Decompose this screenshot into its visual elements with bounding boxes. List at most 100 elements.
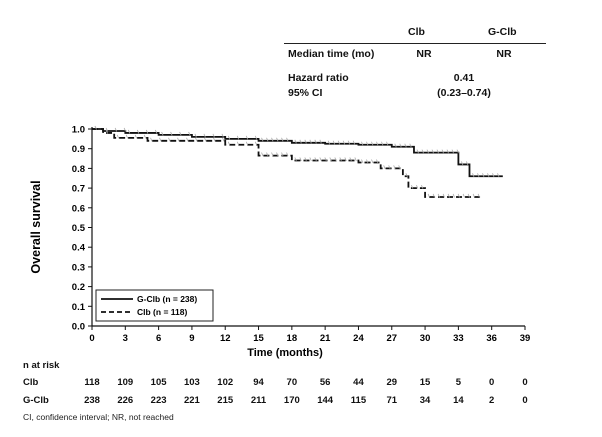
censor-mark — [431, 149, 434, 154]
risk-cell: 223 — [150, 395, 167, 406]
x-tick-label: 36 — [486, 333, 497, 344]
censor-mark — [371, 141, 374, 146]
y-tick-label: 0.3 — [72, 262, 85, 273]
censor-mark — [266, 152, 269, 157]
censor-mark — [376, 141, 379, 146]
censor-mark — [261, 137, 264, 142]
risk-cell: 0 — [522, 377, 528, 388]
censor-mark — [371, 159, 374, 164]
survival-chart: 0 3 6 9 12 15 18 21 24 27 30 33 36 390.00.10.20.30.40… — [29, 125, 531, 360]
censor-mark — [497, 173, 500, 177]
chart-axes: 0 3 6 9 12 15 18 21 24 27 30 33 36 390.00.10.20.30.40… — [72, 125, 531, 345]
censor-mark — [332, 140, 336, 145]
y-tick-label: 0.7 — [72, 184, 85, 195]
risk-cell: 5 — [455, 377, 462, 388]
censor-mark — [294, 139, 297, 144]
censor-mark — [411, 184, 414, 189]
censor-mark — [477, 193, 480, 198]
risk-cell: 105 — [150, 377, 167, 388]
x-tick-label: 12 — [220, 333, 231, 344]
censor-mark — [451, 149, 454, 154]
risk-cell: 238 — [84, 395, 100, 406]
censor-mark — [150, 137, 153, 142]
series-line-clb — [92, 128, 481, 198]
censor-mark — [116, 134, 120, 139]
risk-cell: 102 — [217, 377, 234, 388]
censor-mark — [436, 149, 439, 154]
legend-label-gclb: G-Clb (n = 238) — [137, 294, 197, 304]
censor-mark — [294, 157, 297, 162]
censor-mark — [456, 149, 459, 154]
censor-mark — [388, 165, 391, 170]
censor-mark — [427, 193, 430, 198]
y-tick-label: 0.9 — [72, 144, 85, 155]
censor-mark — [366, 141, 369, 146]
risk-cell: 211 — [250, 395, 267, 406]
censor-mark — [281, 152, 284, 157]
censor-mark — [319, 139, 322, 144]
risk-cell: 2 — [489, 395, 495, 406]
censor-mark — [462, 193, 465, 198]
censor-mark — [337, 140, 341, 145]
censor-mark — [472, 193, 475, 198]
risk-cell: 0 — [489, 377, 495, 388]
censor-mark — [236, 135, 240, 140]
censor-mark — [203, 133, 206, 138]
censor-mark — [361, 141, 364, 146]
chart-legend: G-Clb (n = 238) Clb (n = 118) — [95, 289, 214, 322]
censor-mark — [159, 137, 162, 142]
censor-mark — [195, 137, 198, 142]
x-tick-label: 15 — [253, 333, 264, 344]
y-tick-label: 1.0 — [72, 125, 85, 136]
censor-mark — [393, 165, 396, 170]
censor-mark — [446, 149, 449, 154]
censor-mark — [416, 149, 419, 154]
risk-cell: 14 — [453, 395, 464, 406]
censor-mark — [482, 173, 485, 177]
censor-mark — [477, 173, 480, 177]
censor-mark — [136, 129, 140, 134]
y-tick-label: 0.6 — [72, 203, 85, 214]
censor-mark — [271, 152, 274, 157]
risk-cell: 71 — [386, 395, 398, 406]
censor-mark — [398, 165, 401, 170]
censor-mark — [309, 139, 312, 144]
y-tick-label: 0.1 — [72, 302, 86, 313]
series-line-gclb — [92, 128, 503, 178]
x-tick-label: 3 — [123, 333, 128, 344]
censor-mark — [125, 134, 129, 139]
censor-mark — [281, 137, 284, 142]
censor-mark — [299, 139, 302, 144]
censor-mark — [227, 135, 231, 140]
censor-mark — [437, 193, 440, 198]
risk-row-label-gclb: G-Clb — [23, 395, 49, 406]
risk-cell: 144 — [317, 395, 334, 406]
median-value-clb: NR — [416, 48, 432, 60]
x-tick-label: 18 — [287, 333, 298, 344]
censor-mark — [227, 141, 231, 146]
censor-mark — [452, 193, 455, 198]
censor-mark — [304, 157, 307, 162]
censor-mark — [381, 141, 384, 146]
legend-box — [95, 289, 214, 322]
censor-mark — [145, 129, 149, 134]
censor-mark — [127, 129, 131, 134]
censor-mark — [286, 137, 289, 142]
censor-mark — [426, 149, 429, 154]
censor-mark — [314, 157, 317, 162]
censor-mark — [254, 141, 258, 146]
censor-mark — [188, 131, 191, 136]
censor-mark — [194, 133, 197, 138]
censor-mark — [441, 149, 444, 154]
risk-cell: 44 — [353, 377, 364, 388]
risk-cell: 221 — [183, 395, 200, 406]
censor-mark — [366, 159, 369, 164]
censor-mark — [221, 133, 224, 138]
censor-mark — [276, 137, 279, 142]
censor-mark — [299, 157, 302, 162]
risk-cell: 109 — [117, 377, 134, 388]
censor-mark — [404, 143, 407, 148]
ci-value: (0.23–0.74) — [437, 87, 491, 99]
risk-cell: 34 — [419, 395, 431, 406]
risk-cell: 29 — [386, 377, 398, 388]
